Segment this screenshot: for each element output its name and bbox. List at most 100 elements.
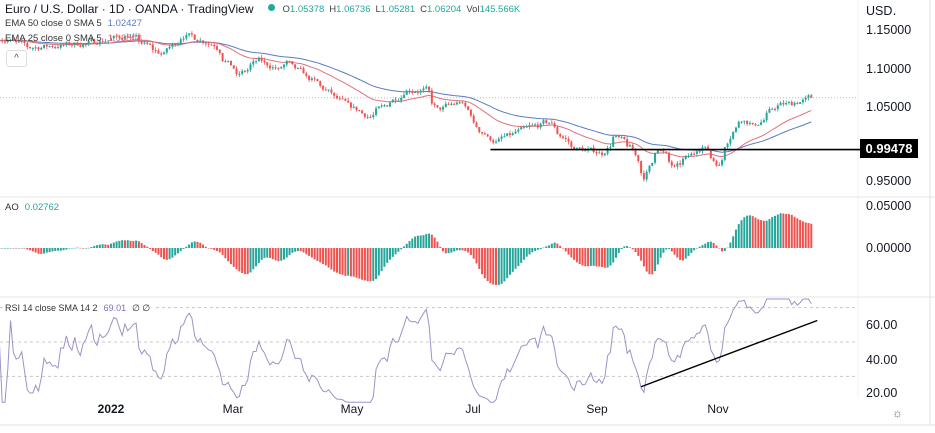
- candle: [40, 46, 43, 51]
- candle: [553, 121, 556, 129]
- gear-icon[interactable]: ☼: [892, 406, 903, 420]
- candle: [564, 135, 567, 142]
- ao-bar: [626, 245, 629, 248]
- ao-bar: [12, 248, 15, 249]
- candle-body: [176, 44, 179, 46]
- ao-bar: [132, 240, 135, 248]
- candle-body: [386, 105, 389, 107]
- ao-bar: [807, 223, 810, 248]
- candle-body: [408, 90, 411, 92]
- candle-body: [232, 65, 235, 69]
- ao-bar: [299, 248, 302, 252]
- candle-body: [461, 102, 464, 104]
- ao-bar: [768, 219, 771, 248]
- candle: [12, 37, 15, 42]
- candle: [804, 95, 807, 102]
- ao-legend[interactable]: AO 0.02762: [5, 202, 59, 213]
- candle: [760, 119, 763, 126]
- candle-body: [151, 44, 154, 50]
- candle-body: [90, 39, 93, 42]
- candle: [581, 145, 584, 152]
- ao-bar: [168, 248, 171, 260]
- candle: [520, 126, 523, 130]
- ao-bar: [656, 248, 659, 265]
- candle: [654, 152, 657, 165]
- candle-body: [277, 68, 280, 70]
- candle: [386, 104, 389, 107]
- candle: [252, 58, 255, 68]
- candle-body: [428, 86, 431, 91]
- candle-body: [157, 50, 160, 54]
- ao-bar: [679, 248, 682, 260]
- rsi-tick: 40.00: [866, 353, 898, 367]
- ao-bar: [333, 248, 336, 272]
- collapse-legend-button[interactable]: ^: [6, 50, 27, 67]
- time-label: May: [340, 402, 364, 416]
- ao-bar: [391, 248, 394, 257]
- ao-bar: [185, 246, 188, 248]
- candle: [126, 33, 129, 39]
- candle: [534, 122, 537, 127]
- ema25-legend[interactable]: EMA 25 close 0 SMA 5 1.03808: [5, 33, 142, 44]
- ao-bar: [609, 248, 612, 266]
- ao-bar: [640, 248, 643, 261]
- ao-bar: [528, 248, 531, 255]
- ema25-label: EMA 25 close 0 SMA 5: [5, 33, 102, 44]
- candle: [288, 60, 291, 63]
- candle-body: [255, 61, 258, 63]
- candle-body: [185, 35, 188, 39]
- rsi-legend[interactable]: RSI 14 close SMA 14 2 69.01 ∅ ∅: [5, 303, 154, 314]
- candle-body: [598, 152, 601, 154]
- ao-bar: [447, 248, 450, 254]
- candle: [118, 35, 121, 40]
- candle: [681, 157, 684, 167]
- ao-bar: [216, 248, 219, 251]
- ao-bar: [425, 233, 428, 248]
- candle-body: [68, 42, 71, 45]
- ao-bar: [143, 244, 146, 248]
- ao-bar: [126, 240, 129, 248]
- ao-bar: [698, 246, 701, 248]
- ao-bar: [218, 248, 221, 253]
- candle: [718, 162, 721, 166]
- currency-selector[interactable]: USD․: [866, 4, 897, 18]
- ao-bar: [799, 220, 802, 248]
- candle-body: [285, 60, 288, 65]
- candle: [561, 134, 564, 140]
- ao-bar: [255, 248, 258, 267]
- candle: [542, 118, 545, 126]
- candle-body: [115, 35, 118, 37]
- candle: [500, 134, 503, 142]
- ema50-legend[interactable]: EMA 50 close 0 SMA 5 1.02427: [5, 18, 142, 29]
- ao-bar: [676, 248, 679, 258]
- ema25-line: [0, 39, 812, 158]
- ao-bar: [319, 248, 322, 263]
- candle: [54, 45, 57, 50]
- candle-body: [746, 120, 749, 124]
- candle-body: [294, 64, 297, 69]
- ao-bar: [257, 248, 260, 264]
- ao-bar: [335, 248, 338, 273]
- ao-bar: [324, 248, 327, 266]
- ao-bar: [380, 248, 383, 272]
- ao-bar: [227, 248, 230, 262]
- currency-label: USD: [866, 4, 893, 18]
- ao-bar: [461, 248, 464, 251]
- candle: [670, 159, 673, 169]
- candle: [394, 97, 397, 104]
- candle-body: [308, 75, 311, 80]
- candle-body: [748, 122, 751, 124]
- ao-bar: [246, 248, 249, 275]
- candle: [799, 101, 802, 104]
- ao-bar: [539, 248, 542, 250]
- ao-bar: [135, 240, 138, 248]
- candle: [414, 90, 417, 94]
- candle-body: [129, 36, 132, 38]
- candle-body: [140, 41, 143, 44]
- candle: [1, 38, 4, 44]
- candle-body: [715, 160, 718, 166]
- candle-body: [366, 116, 369, 118]
- candle: [508, 130, 511, 138]
- candle-body: [684, 155, 687, 159]
